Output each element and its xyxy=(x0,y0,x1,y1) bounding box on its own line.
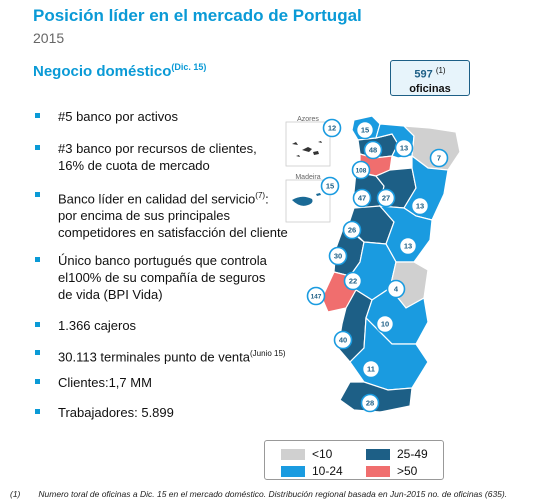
bullet-service-quality: Banco líder en calidad del servicio(7): … xyxy=(33,187,318,241)
branches-count: 597 xyxy=(414,68,433,81)
bullet-text: 1.366 cajeros xyxy=(58,318,137,333)
region-value-porto: 108 xyxy=(356,168,367,175)
region-badge-evora xyxy=(375,314,395,334)
region-value-beja: 11 xyxy=(367,365,375,374)
footnote-number: (1) xyxy=(10,489,21,499)
region-badge-viana xyxy=(355,120,375,140)
bullet-insurance: Único banco portugués que controla el100… xyxy=(33,252,318,303)
bullet-text: #5 banco por activos xyxy=(58,109,178,124)
region-value-evora: 10 xyxy=(381,320,389,329)
region-value-braganca: 7 xyxy=(437,154,441,163)
bullet-text: Trabajadores: 5.899 xyxy=(58,405,174,420)
azores-inset: Azores xyxy=(285,116,331,167)
legend-item: <10 xyxy=(281,447,332,461)
bullet-line: 16% de cuota de mercado xyxy=(58,158,210,173)
madeira-inset: Madeira xyxy=(285,174,331,223)
bullet-line: Único banco portugués que controla xyxy=(58,253,267,268)
region-badge-lisboa xyxy=(306,286,326,306)
region-badge-vila-real xyxy=(394,138,414,158)
region-badge-setubal xyxy=(333,330,353,350)
bullet-rank-assets: #5 banco por activos xyxy=(33,108,318,125)
bullet-sup: (Junio 15) xyxy=(250,349,286,358)
region-value-vila-real: 13 xyxy=(400,144,408,153)
region-badge-porto xyxy=(351,160,371,180)
region-badge-azores xyxy=(322,118,342,138)
region-value-setubal: 40 xyxy=(339,336,347,345)
section-title: Negocio doméstico(Dic. 15) xyxy=(33,62,206,80)
legend-item: >50 xyxy=(366,464,417,478)
legend-label: <10 xyxy=(312,447,333,461)
legend-swatch xyxy=(281,465,305,477)
region-badge-castelo-branco xyxy=(398,236,418,256)
bullet-line: de vida (BPI Vida) xyxy=(58,287,163,302)
bullet-pos: 30.113 terminales punto de venta(Junio 1… xyxy=(33,345,318,365)
legend-label: 10-24 xyxy=(312,464,343,478)
footnote: (1) Numero toral de oficinas a Dic. 15 en… xyxy=(10,489,507,499)
bullet-employees: Trabajadores: 5.899 xyxy=(33,404,318,421)
bullet-text: 30.113 terminales punto de venta xyxy=(58,349,251,365)
region-badge-guarda xyxy=(410,196,430,216)
bullet-line: Banco líder en calidad del servicio xyxy=(58,191,256,207)
region-badge-madeira xyxy=(320,176,340,196)
region-value-castelo-branco: 13 xyxy=(404,242,412,251)
region-value-coimbra: 26 xyxy=(348,226,356,235)
bullet-line: por encima de sus principales xyxy=(58,208,230,224)
region-badge-beja xyxy=(361,359,381,379)
region-badge-santarem xyxy=(343,271,363,291)
branches-note: (1) xyxy=(435,66,446,75)
branches-label: oficinas xyxy=(409,82,451,95)
region-badge-braganca xyxy=(429,148,449,168)
page-title: Posición líder en el mercado de Portugal xyxy=(33,6,362,25)
bullet-colon: : xyxy=(265,191,269,207)
region-value-faro: 28 xyxy=(366,399,374,408)
region-badge-portalegre xyxy=(386,279,406,299)
region-value-azores: 12 xyxy=(328,124,336,133)
legend-label: >50 xyxy=(397,464,418,478)
bullet-sup: (7) xyxy=(255,191,266,200)
region-value-madeira: 15 xyxy=(326,182,334,191)
bullet-rank-resources: #3 banco por recursos de clientes, 16% d… xyxy=(33,140,318,174)
madeira-label: Madeira xyxy=(295,174,320,181)
portugal-map: Azores Madeira 12 15 15 48 13 7 108 47 27 13 26 13 3… xyxy=(285,115,461,413)
region-badge-braga xyxy=(363,140,383,160)
region-value-santarem: 22 xyxy=(349,277,357,286)
bullet-clients: Clientes:1,7 MM xyxy=(33,374,318,391)
bullet-atms: 1.366 cajeros xyxy=(33,317,318,334)
region-badge-aveiro xyxy=(352,188,372,208)
section-title-text: Negocio doméstico xyxy=(33,63,172,80)
region-value-viana: 15 xyxy=(361,126,369,135)
legend-swatch xyxy=(366,448,390,460)
legend-swatch xyxy=(366,465,390,477)
region-value-guarda: 13 xyxy=(416,202,424,211)
map-legend: <10 25-49 10-24 >50 xyxy=(264,440,444,480)
region-badge-faro xyxy=(360,393,380,413)
bullet-line: #3 banco por recursos de clientes, xyxy=(58,141,257,156)
legend-label: 25-49 xyxy=(397,447,428,461)
region-badge-viseu xyxy=(376,188,396,208)
azores-label: Azores xyxy=(297,116,319,123)
region-value-aveiro: 47 xyxy=(358,194,366,203)
footnote-text: Numero toral de oficinas a Dic. 15 en el… xyxy=(38,489,508,499)
branches-box: 597 (1) oficinas xyxy=(390,60,470,96)
region-value-viseu: 27 xyxy=(382,194,390,203)
bullet-line: competidores en satisfacción del cliente xyxy=(58,225,288,241)
legend-item: 25-49 xyxy=(366,447,428,461)
region-badge-coimbra xyxy=(342,220,362,240)
legend-swatch xyxy=(281,448,305,460)
region-value-leiria: 30 xyxy=(334,252,342,261)
legend-item: 10-24 xyxy=(281,464,343,478)
region-badge-leiria xyxy=(328,246,348,266)
section-note: (Dic. 15) xyxy=(171,62,207,72)
bullet-text: Clientes:1,7 MM xyxy=(58,375,152,390)
region-value-lisboa: 147 xyxy=(311,294,322,301)
page-year: 2015 xyxy=(33,30,65,46)
region-value-portalegre: 4 xyxy=(394,285,399,294)
bullet-line: el100% de su compañía de seguros xyxy=(58,270,266,285)
region-value-braga: 48 xyxy=(369,146,377,155)
region-castelo-branco xyxy=(378,205,433,263)
